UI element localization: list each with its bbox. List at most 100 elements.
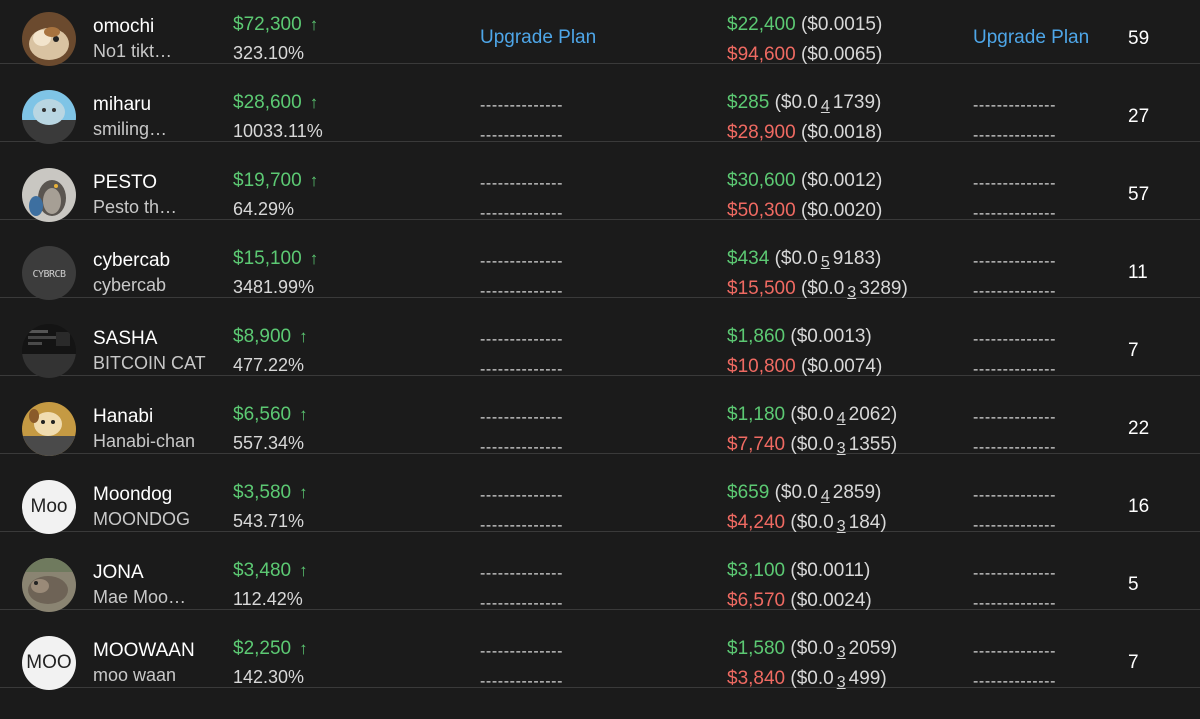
table-row[interactable]: Hanabi Hanabi-chan $6,560 ↑ 557.34% ---------…: [0, 376, 1200, 457]
sell-amount: $15,500: [727, 278, 796, 299]
token-subname: cybercab: [93, 275, 167, 295]
buy-volume: $1,180 ($0.0 4 2062): [727, 404, 897, 427]
placeholder-dashes: --------------: [973, 673, 1056, 690]
buy-amount: $1,580: [727, 638, 786, 659]
market-cap-value: $3,480: [233, 560, 292, 581]
token-subname: MOONDOG: [93, 509, 190, 529]
buy-price: ($0.0011): [790, 560, 871, 581]
upgrade-plan-link[interactable]: Upgrade Plan: [973, 27, 1090, 48]
sell-volume: $28,900 ($0.0018): [727, 122, 882, 144]
market-cap: $28,600 ↑: [233, 92, 318, 114]
sell-price: ($0.0: [790, 434, 834, 455]
market-cap-value: $6,560: [233, 404, 292, 425]
cybercab-logo-avatar: CYBRCB: [22, 246, 76, 300]
sell-price: ($0.0074): [800, 356, 883, 377]
sell-price: ($0.0: [800, 278, 845, 299]
buy-price-zero-count: 4: [836, 410, 846, 427]
holder-count: 27: [1128, 106, 1150, 127]
table-row[interactable]: SASHA BITCOIN CAT $8,900 ↑ 477.22% ----------…: [0, 298, 1200, 378]
table-row[interactable]: Moo Moondog MOONDOG $3,580 ↑ 543.71% ---------…: [0, 454, 1200, 535]
token-name[interactable]: JONA: [93, 562, 144, 583]
token-name[interactable]: MOOWAAN: [93, 640, 195, 661]
placeholder-dashes: --------------: [973, 331, 1056, 348]
placeholder-dashes: --------------: [973, 253, 1056, 270]
sell-price: ($0.0: [790, 512, 834, 533]
holder-count: 16: [1128, 496, 1150, 517]
placeholder-dashes: --------------: [480, 595, 563, 612]
table-row[interactable]: PESTO Pesto th… $19,700 ↑ 64.29% ------------…: [0, 142, 1200, 222]
buy-price-digits: 1739): [832, 92, 882, 113]
table-row[interactable]: CYBRCB cybercab cybercab $15,100 ↑ 3481.99% --…: [0, 220, 1200, 301]
penguin-photo-avatar: [22, 168, 76, 222]
buy-price-digits: 9183): [832, 248, 882, 269]
percent-change: 543.71%: [233, 511, 305, 531]
buy-price: ($0.0012): [800, 170, 883, 191]
holder-count: 5: [1128, 574, 1139, 595]
buy-amount: $30,600: [727, 170, 796, 191]
buy-price-zero-count: 4: [820, 488, 830, 505]
sell-price: ($0.0065): [800, 44, 883, 65]
sell-price: ($0.0020): [800, 200, 883, 221]
holder-count: 57: [1128, 184, 1150, 205]
placeholder-dashes: --------------: [480, 643, 563, 660]
token-name[interactable]: SASHA: [93, 328, 158, 349]
market-cap: $3,580 ↑: [233, 482, 308, 504]
holder-count: 22: [1128, 418, 1150, 439]
placeholder-dashes: --------------: [480, 673, 563, 690]
arrow-up-icon: ↑: [299, 405, 308, 424]
token-name[interactable]: PESTO: [93, 172, 158, 193]
buy-volume: $434 ($0.0 5 9183): [727, 248, 882, 271]
table-row[interactable]: JONA Mae Moo… $3,480 ↑ 112.42% --------------…: [0, 532, 1200, 612]
upgrade-plan-link[interactable]: Upgrade Plan: [480, 27, 597, 48]
token-name[interactable]: miharu: [93, 94, 152, 115]
percent-change: 3481.99%: [233, 277, 315, 297]
market-cap-value: $3,580: [233, 482, 292, 503]
sell-price-zero-count: 3: [836, 518, 846, 535]
market-cap: $6,560 ↑: [233, 404, 308, 426]
hamster-photo-avatar: [22, 12, 76, 66]
placeholder-dashes: --------------: [973, 643, 1056, 660]
token-subname: BITCOIN CAT: [93, 353, 206, 373]
percent-change: 112.42%: [233, 589, 303, 609]
placeholder-dashes: --------------: [973, 487, 1056, 504]
placeholder-dashes: --------------: [973, 127, 1056, 144]
market-cap-value: $15,100: [233, 248, 302, 269]
buy-price: ($0.0: [774, 248, 818, 269]
buy-price: ($0.0015): [800, 14, 883, 35]
token-name[interactable]: Moondog: [93, 484, 173, 505]
placeholder-dashes: --------------: [480, 253, 563, 270]
token-name[interactable]: cybercab: [93, 250, 171, 271]
placeholder-dashes: --------------: [480, 283, 563, 300]
market-cap: $15,100 ↑: [233, 248, 318, 270]
table-row[interactable]: miharu smiling… $28,600 ↑ 10033.11% ---------…: [0, 64, 1200, 144]
market-cap-value: $8,900: [233, 326, 292, 347]
token-subname: No1 tikt…: [93, 41, 173, 61]
buy-amount: $659: [727, 482, 770, 503]
arrow-up-icon: ↑: [309, 15, 319, 34]
market-cap-value: $19,700: [233, 170, 302, 191]
placeholder-dashes: --------------: [480, 361, 563, 378]
arrow-up-icon: ↑: [309, 171, 319, 190]
placeholder-dashes: --------------: [973, 97, 1056, 114]
market-cap: $19,700 ↑: [233, 170, 318, 192]
buy-price-zero-count: 4: [820, 98, 830, 115]
table-row[interactable]: omochi No1 tikt… $72,300 ↑ 323.10% Upgrade Pl…: [0, 0, 1200, 66]
arrow-up-icon: ↑: [309, 93, 319, 112]
sell-amount: $10,800: [727, 356, 796, 377]
sell-price-zero-count: 3: [836, 440, 846, 457]
sell-price: ($0.0: [790, 668, 834, 689]
sell-volume: $15,500 ($0.0 3 3289): [727, 278, 908, 301]
seal-photo-avatar: [22, 90, 76, 144]
buy-amount: $1,860: [727, 326, 786, 347]
percent-change: 323.10%: [233, 43, 305, 63]
token-name[interactable]: Hanabi: [93, 406, 154, 427]
token-subname: moo waan: [93, 665, 177, 685]
token-name[interactable]: omochi: [93, 16, 155, 37]
buy-volume: $3,100 ($0.0011): [727, 560, 870, 582]
market-cap: $3,480 ↑: [233, 560, 308, 582]
placeholder-dashes: --------------: [480, 487, 563, 504]
table-row[interactable]: MOO MOOWAAN moo waan $2,250 ↑ 142.30% --------…: [0, 610, 1200, 691]
sell-price-digits: 184): [848, 512, 887, 533]
placeholder-dashes: --------------: [480, 517, 563, 534]
sell-amount: $4,240: [727, 512, 786, 533]
